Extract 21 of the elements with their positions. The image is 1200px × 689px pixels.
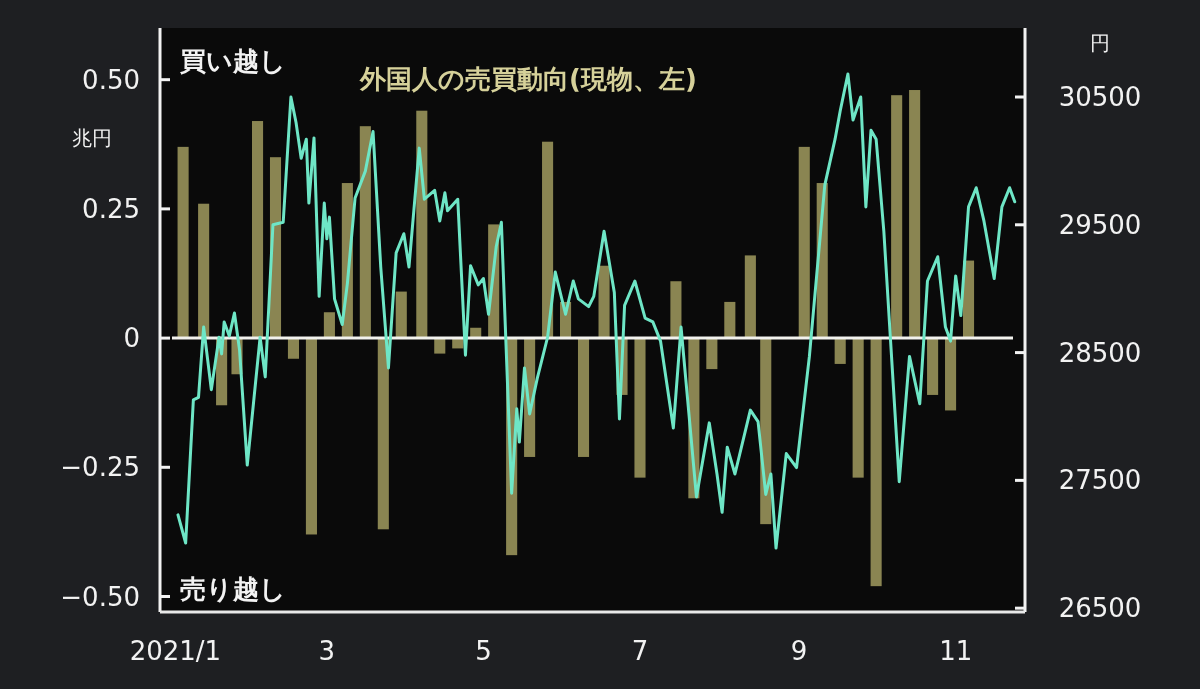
y2-axis-title: 円 [1090,31,1110,55]
y-tick-label: 0.50 [82,64,140,95]
x-tick-label: 7 [631,636,649,666]
annotation: 売り越し [180,574,286,604]
x-tick-label: 2021/1 [129,636,222,666]
y-axis-title: 兆円 [72,126,112,150]
y2-tick-label: 28500 [1058,337,1142,368]
x-tick-label: 11 [939,636,973,666]
series-label: 外国人の売買動向(現物、左) [359,64,697,94]
x-tick-label: 5 [475,636,492,666]
y2-tick-label: 29500 [1058,209,1142,240]
y-tick-label: −0.50 [60,581,140,612]
y-tick-label: −0.25 [60,452,140,483]
x-tick-label: 9 [790,636,808,666]
y2-tick-label: 26500 [1058,593,1142,624]
y-tick-label: 0.25 [82,193,140,224]
y2-tick-label: 27500 [1058,465,1142,496]
y-tick-label: 0 [123,323,140,354]
annotation: 買い越し [180,46,286,76]
y2-tick-label: 30500 [1058,82,1142,113]
x-tick-label: 3 [318,636,336,666]
